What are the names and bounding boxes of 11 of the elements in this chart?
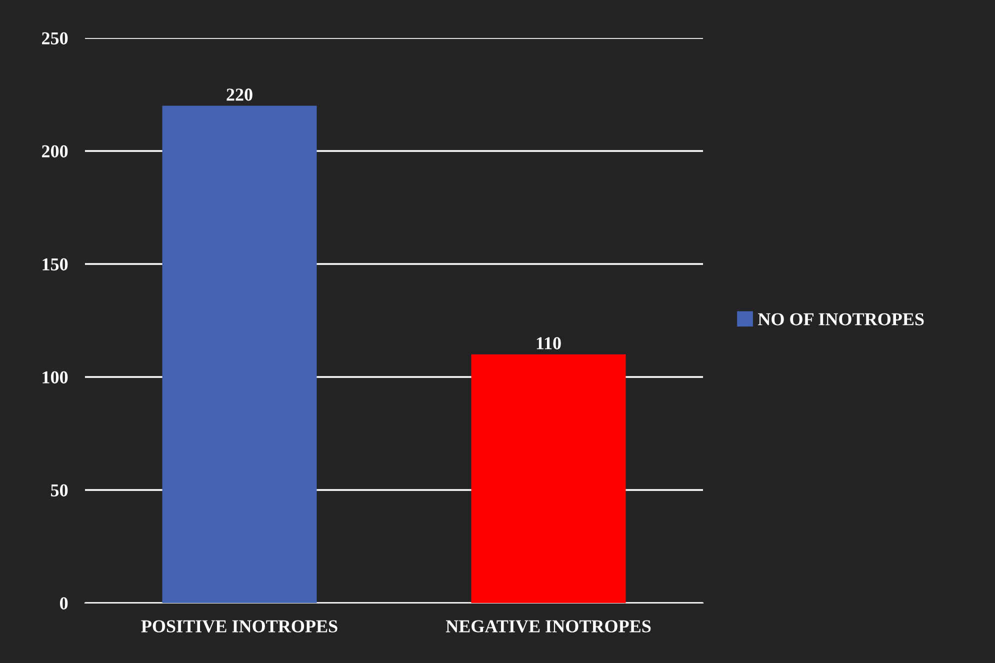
data-label: 220: [226, 88, 252, 101]
legend-label: NO OF INOTROPES: [758, 313, 924, 326]
y-tick-label: 100: [42, 371, 68, 384]
y-tick-label: 0: [60, 597, 68, 610]
data-label: 110: [536, 337, 561, 350]
y-tick-label: 150: [42, 258, 68, 270]
y-tick-label: 250: [42, 32, 68, 44]
y-tick-label: 50: [51, 484, 68, 496]
y-tick-label: 200: [42, 145, 68, 158]
x-tick-label: POSITIVE INOTROPES: [141, 620, 338, 632]
x-tick-label: NEGATIVE INOTROPES: [446, 620, 651, 632]
